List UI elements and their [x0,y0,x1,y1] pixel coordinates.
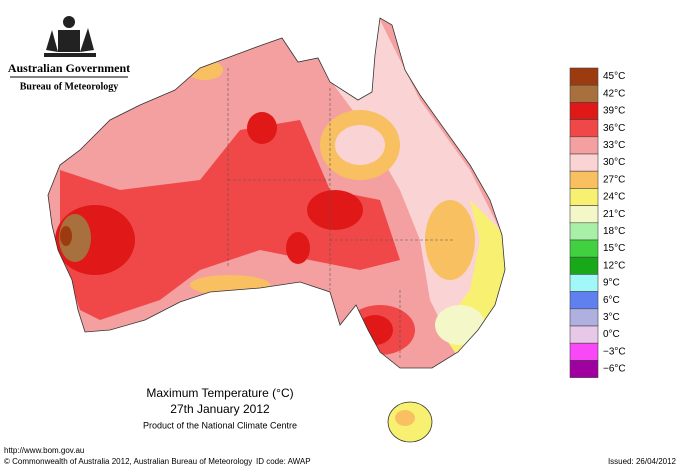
legend-swatch [569,188,599,206]
legend-swatch [569,136,599,155]
legend-label: 39°C [603,106,625,117]
footer-url: http://www.bom.gov.au [4,446,84,455]
footer-copyright: © Commonwealth of Australia 2012, Austra… [4,457,252,466]
legend-label: 18°C [603,226,625,237]
legend-swatch [569,256,599,275]
legend-label: 24°C [603,192,625,203]
legend-label: 15°C [603,243,625,254]
legend-label: 36°C [603,123,625,134]
legend-swatch [569,360,599,378]
legend-swatch [569,67,599,86]
legend-label: 3°C [603,312,620,323]
legend-label: 27°C [603,174,625,185]
legend-swatch [569,153,599,172]
legend-label: 21°C [603,209,625,220]
footer-id: ID code: AWAP [256,457,311,466]
map-date: 27th January 2012 [170,402,270,416]
legend-label: 30°C [603,157,625,168]
map-title: Maximum Temperature (°C) [146,386,293,400]
legend-swatch [569,84,599,103]
legend-swatch [569,342,599,361]
legend-swatch [569,308,599,327]
legend-swatch [569,119,599,138]
legend-swatch [569,239,599,258]
legend-label: −6°C [603,364,626,375]
legend-swatch [569,325,599,344]
coat-of-arms [44,16,96,57]
legend-swatch [569,222,599,241]
legend-label: 0°C [603,329,620,340]
legend-swatch [569,291,599,310]
legend-swatch [569,102,599,120]
footer-issued: Issued: 26/04/2012 [608,457,677,466]
agency-name: Bureau of Meteorology [20,81,119,92]
legend-label: 45°C [603,71,625,82]
legend: 45°C 42°C 39°C 36°C 33°C 30°C 27°C 24°C 21°C 18°C… [569,67,626,378]
legend-label: 12°C [603,260,625,271]
legend-label: −3°C [603,346,626,357]
legend-swatch [569,170,599,189]
legend-label: 33°C [603,140,625,151]
legend-swatch [569,205,599,224]
legend-label: 9°C [603,278,620,289]
legend-label: 42°C [603,88,625,99]
legend-swatch [569,274,599,292]
map-product: Product of the National Climate Centre [143,420,297,430]
map [47,17,506,443]
government-name: Australian Government [8,61,130,75]
legend-label: 6°C [603,295,620,306]
